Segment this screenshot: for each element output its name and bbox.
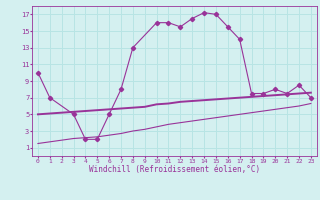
X-axis label: Windchill (Refroidissement éolien,°C): Windchill (Refroidissement éolien,°C) — [89, 165, 260, 174]
